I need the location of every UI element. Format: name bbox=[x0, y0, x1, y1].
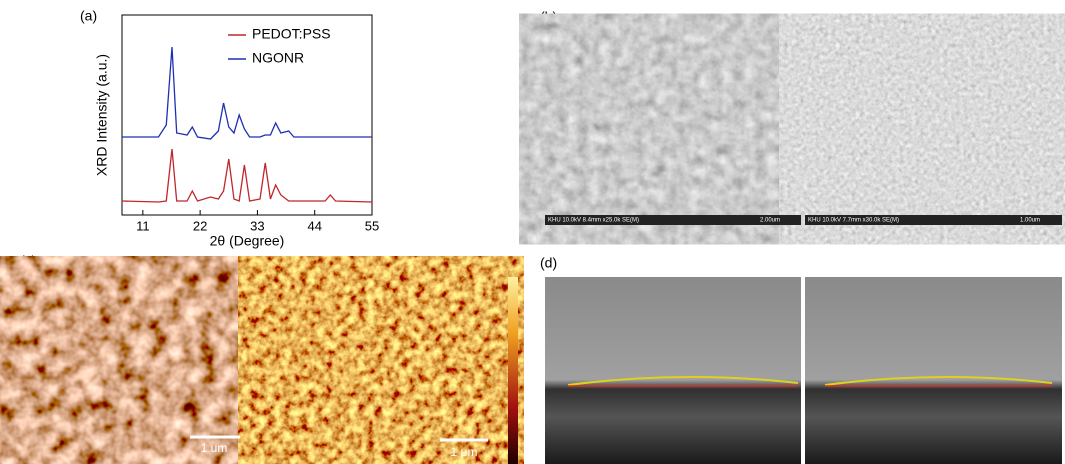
x-tick-label: 11 bbox=[136, 218, 150, 233]
sem-info-bar bbox=[545, 215, 801, 225]
x-tick-label: 33 bbox=[250, 218, 264, 233]
series-line bbox=[122, 46, 372, 140]
sem-info-bar bbox=[805, 215, 1062, 225]
panel-label: (b) bbox=[540, 9, 557, 25]
panel-label: (a) bbox=[80, 8, 97, 24]
sem-image bbox=[545, 33, 801, 225]
sem-scale: 1.00um bbox=[1020, 218, 1040, 224]
sem-image bbox=[805, 33, 1062, 225]
panel-label: (d) bbox=[540, 255, 557, 271]
plot-frame bbox=[121, 14, 373, 216]
droplet-image bbox=[805, 277, 1062, 464]
x-tick-label: 22 bbox=[193, 218, 207, 233]
legend-label: NGONR bbox=[252, 50, 304, 66]
afm-scale: 1 um bbox=[201, 441, 228, 455]
fit-line bbox=[824, 375, 1053, 386]
sem-caption: KHU 10.0kV 7.7mm x30.0k SE(M) bbox=[808, 218, 899, 224]
afm-image bbox=[10, 275, 257, 464]
x-tick-label: 55 bbox=[365, 218, 379, 233]
sem-scale: 2.00um bbox=[760, 218, 780, 224]
series-line bbox=[121, 148, 373, 203]
droplet-image bbox=[545, 277, 801, 464]
xrd-chart: 11 22 33 44 55 2θ (Degree) XRD Intensity (a.u.… bbox=[94, 14, 379, 249]
panel-label: (c) bbox=[20, 253, 36, 269]
y-axis-label: XRD Intensity (a.u.) bbox=[94, 54, 110, 176]
sem-caption: KHU 10.0kV 8.4mm x25.0k SE(M) bbox=[548, 218, 639, 224]
color-bar bbox=[508, 277, 518, 464]
legend-label: PEDOT:PSS bbox=[252, 26, 331, 42]
x-tick-label: 44 bbox=[307, 218, 321, 233]
afm-scale: 1 μm bbox=[451, 445, 478, 459]
afm-image bbox=[262, 275, 500, 464]
x-axis-label: 2θ (Degree) bbox=[210, 233, 285, 249]
fit-line bbox=[567, 375, 799, 386]
